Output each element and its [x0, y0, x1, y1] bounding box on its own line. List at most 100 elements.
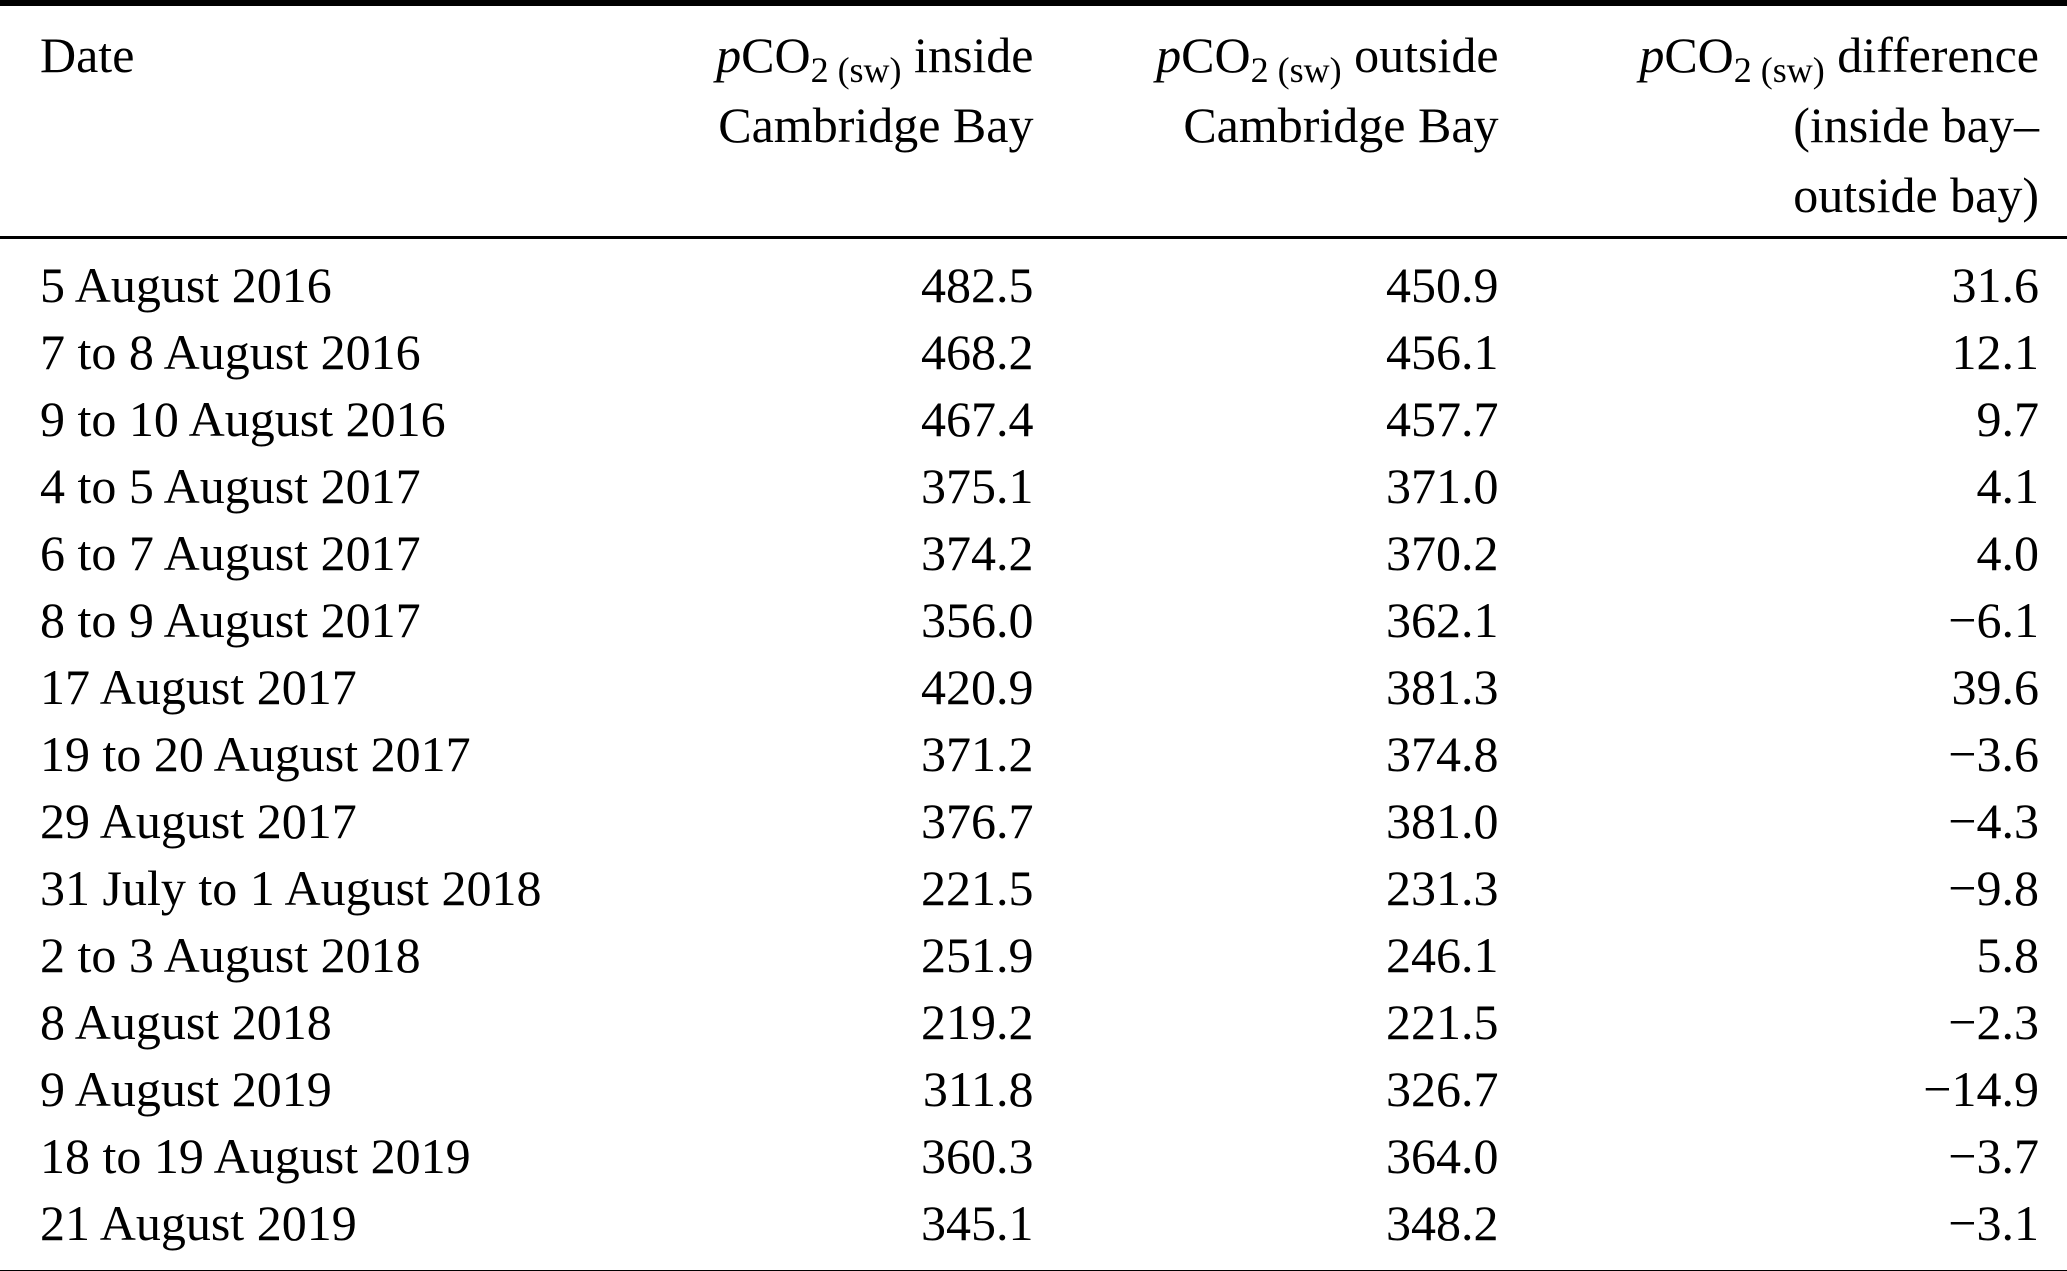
cell-outside: 348.2 [1386, 1194, 1499, 1251]
cell-outside: 381.0 [1386, 792, 1499, 849]
cell-outside: 364.0 [1386, 1127, 1499, 1184]
cell-outside: 374.8 [1386, 725, 1499, 782]
cell-inside: 219.2 [920, 993, 1034, 1050]
cell-outside: 246.1 [1386, 926, 1499, 983]
cell-outside: 371.0 [1386, 457, 1499, 514]
cell-inside: 375.1 [920, 457, 1034, 514]
table-row: 6 to 7 August 2017 374.2 370.2 4.0 [0, 519, 2067, 586]
cell-inside: 376.7 [920, 792, 1034, 849]
cell-date: 2 to 3 August 2018 [40, 926, 421, 983]
header-row: Date pCO2 (sw) inside Cambridge Bay pCO2… [0, 3, 2067, 239]
cell-difference: −4.3 [1948, 792, 2039, 849]
table-row: 31 July to 1 August 2018 221.5 231.3 −9.8 [0, 854, 2067, 921]
cell-inside: 360.3 [920, 1127, 1034, 1184]
cell-difference: 5.8 [1976, 926, 2040, 983]
table-row: 19 to 20 August 2017 371.2 374.8 −3.6 [0, 720, 2067, 787]
header-outside-line1: pCO2 (sw) outside [1033, 20, 1498, 90]
cell-difference: −14.9 [1923, 1060, 2039, 1117]
cell-date: 5 August 2016 [40, 256, 332, 313]
cell-inside: 371.2 [920, 725, 1034, 782]
cell-date: 31 July to 1 August 2018 [40, 859, 542, 916]
cell-difference: 31.6 [1951, 256, 2040, 313]
cell-inside: 251.9 [920, 926, 1034, 983]
cell-inside: 468.2 [920, 323, 1034, 380]
cell-outside: 457.7 [1386, 390, 1499, 447]
header-inside: pCO2 (sw) inside Cambridge Bay [599, 3, 1034, 239]
cell-outside: 450.9 [1386, 256, 1499, 313]
cell-date: 8 to 9 August 2017 [40, 591, 421, 648]
header-outside-rest: outside [1341, 27, 1499, 83]
cell-date: 8 August 2018 [40, 993, 332, 1050]
pco2-p-italic: p [1156, 27, 1182, 83]
header-difference-line1: pCO2 (sw) difference [1499, 20, 2039, 90]
cell-difference: 39.6 [1951, 658, 2040, 715]
cell-date: 9 to 10 August 2016 [40, 390, 446, 447]
cell-outside: 231.3 [1386, 859, 1499, 916]
table-row: 7 to 8 August 2016 468.2 456.1 12.1 [0, 318, 2067, 385]
header-inside-line2: Cambridge Bay [718, 97, 1034, 153]
cell-difference: −3.1 [1948, 1194, 2039, 1251]
cell-date: 21 August 2019 [40, 1194, 357, 1251]
cell-difference: −9.8 [1948, 859, 2039, 916]
cell-difference: −6.1 [1948, 591, 2039, 648]
header-difference-line3: outside bay) [1793, 167, 2039, 223]
header-date: Date [0, 3, 600, 239]
pco2-co: CO [741, 27, 811, 83]
table-row: 8 to 9 August 2017 356.0 362.1 −6.1 [0, 586, 2067, 653]
cell-difference: 9.7 [1976, 390, 2040, 447]
cell-date: 7 to 8 August 2016 [40, 323, 421, 380]
pco2-subscript: 2 (sw) [1250, 50, 1342, 91]
cell-difference: 4.0 [1976, 524, 2040, 581]
cell-date: 19 to 20 August 2017 [40, 725, 471, 782]
cell-difference: −2.3 [1948, 993, 2039, 1050]
cell-inside: 221.5 [920, 859, 1034, 916]
cell-date: 17 August 2017 [40, 658, 357, 715]
pco2-p-italic: p [1639, 27, 1665, 83]
cell-outside: 456.1 [1386, 323, 1499, 380]
cell-outside: 381.3 [1386, 658, 1499, 715]
cell-date: 4 to 5 August 2017 [40, 457, 421, 514]
table-row: 4 to 5 August 2017 375.1 371.0 4.1 [0, 452, 2067, 519]
cell-difference: 12.1 [1951, 323, 2040, 380]
cell-outside: 221.5 [1386, 993, 1499, 1050]
header-inside-rest: inside [901, 27, 1034, 83]
header-difference-rest: difference [1824, 27, 2039, 83]
cell-outside: 370.2 [1386, 524, 1499, 581]
cell-inside: 345.1 [920, 1194, 1034, 1251]
header-difference-line2: (inside bay– [1793, 97, 2039, 153]
header-outside-line2: Cambridge Bay [1183, 97, 1499, 153]
pco2-subscript: 2 (sw) [810, 50, 902, 91]
table-row: 17 August 2017 420.9 381.3 39.6 [0, 653, 2067, 720]
cell-date: 29 August 2017 [40, 792, 357, 849]
pco2-co: CO [1664, 27, 1734, 83]
cell-outside: 326.7 [1386, 1060, 1499, 1117]
cell-inside: 467.4 [920, 390, 1034, 447]
table-row: 21 August 2019 345.1 348.2 −3.1 [0, 1189, 2067, 1271]
cell-difference: −3.7 [1948, 1127, 2039, 1184]
cell-date: 9 August 2019 [40, 1060, 332, 1117]
header-difference: pCO2 (sw) difference (inside bay– outsid… [1498, 3, 2067, 239]
table-row: 29 August 2017 376.7 381.0 −4.3 [0, 787, 2067, 854]
cell-inside: 374.2 [920, 524, 1034, 581]
pco2-co: CO [1181, 27, 1251, 83]
table-row: 18 to 19 August 2019 360.3 364.0 −3.7 [0, 1122, 2067, 1189]
header-inside-line1: pCO2 (sw) inside [599, 20, 1033, 90]
table-row: 9 to 10 August 2016 467.4 457.7 9.7 [0, 385, 2067, 452]
cell-inside: 482.5 [920, 256, 1034, 313]
header-outside: pCO2 (sw) outside Cambridge Bay [1033, 3, 1499, 239]
cell-date: 18 to 19 August 2019 [40, 1127, 471, 1184]
cell-inside: 420.9 [920, 658, 1034, 715]
table-row: 8 August 2018 219.2 221.5 −2.3 [0, 988, 2067, 1055]
table-header: Date pCO2 (sw) inside Cambridge Bay pCO2… [0, 3, 2067, 239]
cell-inside: 311.8 [922, 1060, 1034, 1117]
cell-outside: 362.1 [1386, 591, 1499, 648]
table-row: 5 August 2016 482.5 450.9 31.6 [0, 238, 2067, 319]
pco2-subscript: 2 (sw) [1733, 50, 1825, 91]
table-row: 2 to 3 August 2018 251.9 246.1 5.8 [0, 921, 2067, 988]
cell-difference: 4.1 [1976, 457, 2040, 514]
table-row: 9 August 2019 311.8 326.7 −14.9 [0, 1055, 2067, 1122]
table-body: 5 August 2016 482.5 450.9 31.6 7 to 8 August… [0, 238, 2067, 1271]
cell-difference: −3.6 [1948, 725, 2039, 782]
